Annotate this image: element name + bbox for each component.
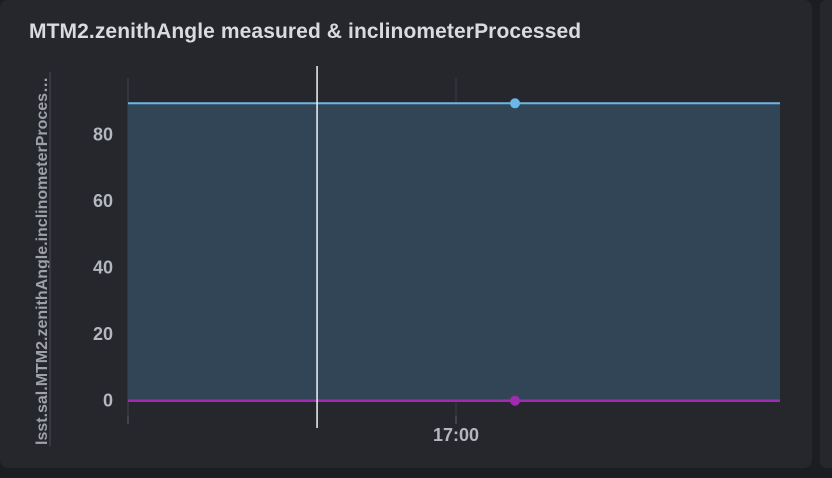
inclinometer-hover-point [510, 395, 520, 406]
y-tick-label: 40 [93, 258, 113, 278]
panel-title: MTM2.zenithAngle measured & inclinometer… [29, 20, 582, 43]
y-tick-label: 80 [93, 125, 113, 145]
y-tick-label: 20 [93, 324, 113, 344]
measured-hover-point [510, 98, 520, 109]
y-tick-label: 60 [93, 191, 113, 211]
adjacent-panel-edge [820, 0, 832, 468]
y-tick-label: 0 [103, 391, 113, 411]
series-measured-area [128, 103, 780, 401]
x-tick-label: 17:00 [433, 425, 479, 445]
